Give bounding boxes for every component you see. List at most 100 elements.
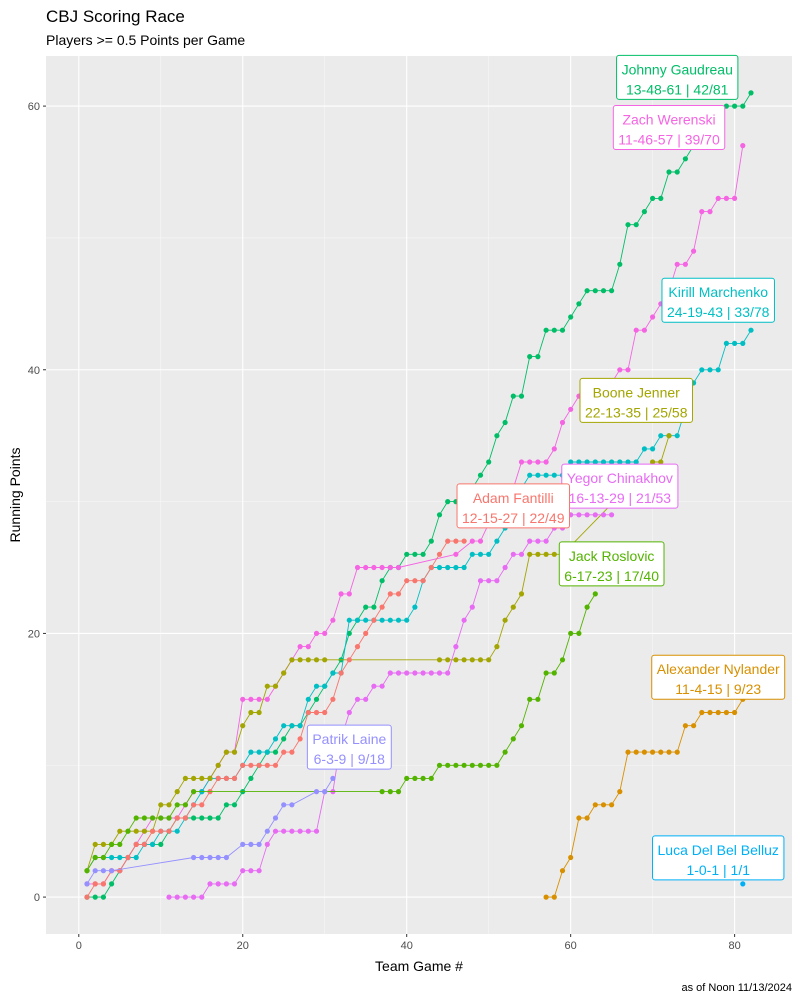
jack-roslovic-point (535, 696, 541, 702)
adam-fantilli-label-box (456, 483, 571, 529)
kirill-marchenko-point (740, 340, 746, 346)
yegor-chinakhov-point (182, 894, 188, 900)
boone-jenner-point (141, 828, 147, 834)
alexander-nylander-point (576, 815, 582, 821)
adam-fantilli-point (256, 762, 262, 768)
adam-fantilli-point (191, 802, 197, 808)
boone-jenner-point (461, 657, 467, 663)
jack-roslovic-point (502, 749, 508, 755)
johnny-gaudreau-point (535, 354, 541, 360)
boone-jenner-point (658, 459, 664, 465)
johnny-gaudreau-point (191, 815, 197, 821)
adam-fantilli-point (100, 881, 106, 887)
zach-werenski-point (682, 261, 689, 267)
boone-jenner-point (535, 551, 541, 557)
kirill-marchenko-point (346, 617, 352, 623)
luca-del-bel-belluz-label-name: Luca Del Bel Belluz (658, 842, 779, 858)
jack-roslovic-point (592, 591, 598, 597)
adam-fantilli-point (289, 749, 295, 755)
johnny-gaudreau-point (740, 103, 746, 109)
adam-fantilli-point (174, 815, 180, 821)
boone-jenner-point (453, 657, 459, 663)
johnny-gaudreau-point (625, 222, 631, 228)
kirill-marchenko-point (494, 538, 500, 544)
johnny-gaudreau-point (576, 301, 582, 307)
kirill-marchenko-point (584, 459, 590, 465)
johnny-gaudreau-point (371, 604, 377, 610)
alexander-nylander-point (609, 802, 615, 808)
zach-werenski-point (338, 591, 344, 597)
alexander-nylander-point (617, 789, 623, 795)
boone-jenner-point (518, 591, 525, 597)
kirill-marchenko-point (699, 367, 705, 373)
zach-werenski-point (240, 696, 246, 702)
adam-fantilli-label: Adam Fantilli 12-15-27 | 22/49 (456, 483, 571, 529)
yegor-chinakhov-point (305, 828, 311, 834)
yegor-chinakhov-point (223, 881, 229, 887)
y-axis-label: Running Points (7, 448, 23, 543)
chart-caption: as of Noon 11/13/2024 (682, 982, 793, 994)
y-tick-label: 20 (28, 628, 40, 640)
zach-werenski-point (551, 446, 557, 452)
alexander-nylander-point (699, 709, 705, 716)
zach-werenski-point (617, 367, 623, 373)
x-tick-label: 20 (237, 940, 249, 952)
zach-werenski-label-name: Zach Werenski (622, 112, 715, 128)
zach-werenski-point (535, 459, 541, 465)
boone-jenner-point (100, 841, 106, 848)
yegor-chinakhov-label: Yegor Chinakhov 16-13-29 | 21/53 (561, 463, 679, 509)
alexander-nylander-point (666, 749, 672, 755)
kirill-marchenko-point (453, 564, 459, 571)
patrik-laine-point (109, 868, 115, 874)
adam-fantilli-label-name: Adam Fantilli (473, 490, 554, 506)
adam-fantilli-point (166, 828, 172, 834)
adam-fantilli-point (412, 578, 418, 584)
johnny-gaudreau-point (527, 354, 533, 360)
kirill-marchenko-point (109, 854, 115, 861)
jack-roslovic-point (150, 815, 156, 821)
adam-fantilli-point (445, 538, 451, 544)
boone-jenner-point (166, 802, 172, 808)
yegor-chinakhov-point (477, 578, 484, 584)
johnny-gaudreau-point (650, 195, 656, 201)
johnny-gaudreau-point (92, 894, 98, 900)
jack-roslovic-point (428, 775, 434, 782)
zach-werenski-point (732, 195, 738, 201)
alexander-nylander-label: Alexander Nylander 11-4-15 | 9/23 (651, 654, 786, 700)
kirill-marchenko-point (305, 696, 311, 702)
adam-fantilli-point (125, 854, 131, 861)
yegor-chinakhov-point (428, 670, 434, 676)
boone-jenner-point (666, 433, 672, 439)
johnny-gaudreau-point (100, 894, 106, 900)
kirill-marchenko-point (707, 367, 713, 373)
alexander-nylander-point (551, 894, 557, 900)
zach-werenski-point (305, 644, 311, 650)
luca-del-bel-belluz-label-box (652, 835, 785, 881)
jack-roslovic-point (568, 630, 574, 637)
jack-roslovic-point (486, 762, 492, 768)
zach-werenski-point (568, 406, 574, 412)
yegor-chinakhov-point (379, 683, 385, 689)
zach-werenski-point (453, 551, 459, 557)
kirill-marchenko-line (86, 329, 752, 871)
adam-fantilli-point (215, 775, 221, 782)
adam-fantilli-point (92, 881, 98, 887)
kirill-marchenko-label-name: Kirill Marchenko (668, 284, 768, 300)
yegor-chinakhov-point (461, 617, 467, 623)
kirill-marchenko-point (133, 854, 139, 861)
chart-subtitle: Players >= 0.5 Points per Game (46, 32, 245, 48)
boone-jenner-point (272, 683, 279, 689)
kirill-marchenko-point (354, 617, 361, 623)
jack-roslovic-point (141, 815, 147, 821)
kirill-marchenko-label: Kirill Marchenko 24-19-43 | 33/78 (661, 277, 775, 323)
zach-werenski-point (395, 564, 402, 571)
kirill-marchenko-point (281, 723, 287, 729)
kirill-marchenko-point (576, 459, 582, 465)
patrik-laine-point (256, 841, 262, 848)
adam-fantilli-point (379, 604, 385, 610)
kirill-marchenko-point (723, 340, 730, 346)
patrik-laine-point (215, 854, 221, 861)
jack-roslovic-point (84, 868, 90, 874)
yegor-chinakhov-point (584, 512, 590, 518)
patrik-laine-point (84, 881, 90, 887)
